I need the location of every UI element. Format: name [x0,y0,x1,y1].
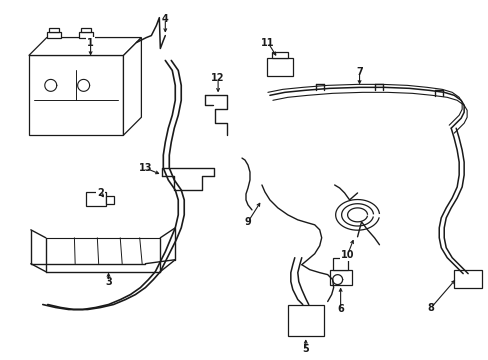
Bar [271,53,287,58]
Text: 3: 3 [105,276,112,287]
Bar [79,32,92,37]
Text: 5: 5 [302,345,308,354]
Text: 6: 6 [337,305,343,315]
Bar [287,305,323,336]
Bar [453,270,481,288]
Text: 10: 10 [340,250,354,260]
Text: 4: 4 [162,14,168,24]
Text: 9: 9 [244,217,251,227]
Bar [47,32,61,37]
Text: 12: 12 [211,73,224,84]
Text: 2: 2 [97,188,104,198]
Bar [29,55,123,135]
Bar [49,28,59,32]
Bar [329,270,351,285]
Text: 11: 11 [261,37,274,48]
Text: 7: 7 [355,67,362,77]
Polygon shape [29,37,141,55]
Text: 1: 1 [87,37,94,48]
Polygon shape [123,37,141,135]
Bar [85,192,105,206]
Bar [266,58,292,76]
Bar [332,258,347,270]
Text: 13: 13 [139,163,152,173]
Text: 8: 8 [427,302,434,312]
Bar [81,28,90,32]
Bar [105,196,113,204]
